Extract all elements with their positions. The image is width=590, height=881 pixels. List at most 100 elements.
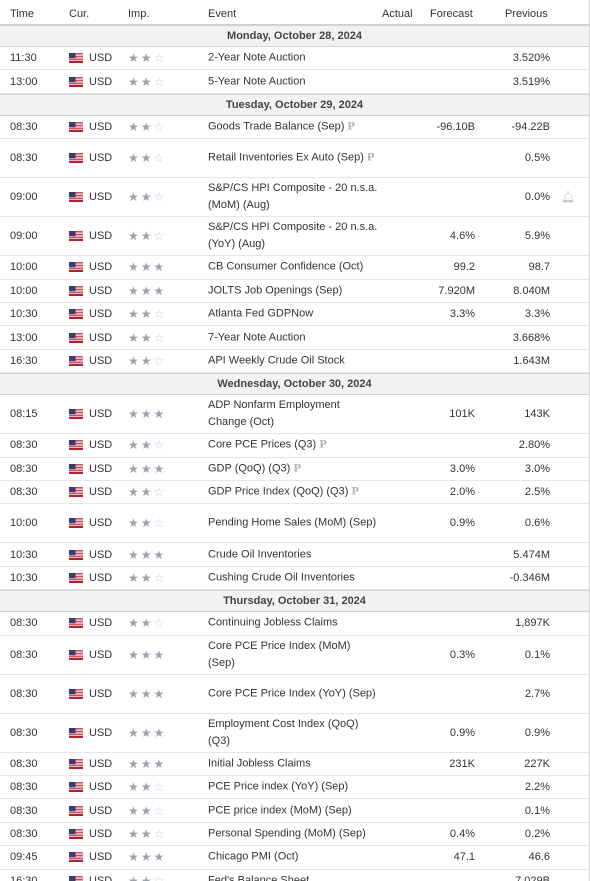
event-name-text[interactable]: 5-Year Note Auction bbox=[208, 75, 306, 88]
event-name-text[interactable]: Retail Inventories Ex Auto (Sep) bbox=[208, 151, 364, 164]
us-flag-icon bbox=[69, 355, 83, 366]
event-name[interactable]: Continuing Jobless Claims bbox=[208, 615, 378, 632]
event-name-text[interactable]: Employment Cost Index (QoQ) (Q3) bbox=[208, 717, 359, 747]
event-name[interactable]: S&P/CS HPI Composite - 20 n.s.a. (MoM) (… bbox=[208, 180, 378, 214]
event-name[interactable]: 7-Year Note Auction bbox=[208, 329, 378, 346]
event-name-text[interactable]: 2-Year Note Auction bbox=[208, 51, 306, 64]
event-row[interactable]: 16:30 USD ★★☆ API Weekly Crude Oil Stock 1.6… bbox=[0, 349, 589, 374]
event-name-text[interactable]: Atlanta Fed GDPNow bbox=[208, 307, 314, 320]
event-row[interactable]: 08:30 USD ★★☆ PCE Price index (YoY) (Sep) 2.… bbox=[0, 776, 589, 800]
event-name[interactable]: Retail Inventories Ex Auto (Sep) P bbox=[208, 150, 378, 167]
event-row[interactable]: 10:30 USD ★★★ Crude Oil Inventories 5.474M bbox=[0, 543, 589, 567]
event-name-text[interactable]: Cushing Crude Oil Inventories bbox=[208, 571, 355, 584]
event-name[interactable]: 5-Year Note Auction bbox=[208, 73, 378, 90]
event-row[interactable]: 09:00 USD ★★☆ S&P/CS HPI Composite - 20 n.s… bbox=[0, 178, 589, 218]
event-name-text[interactable]: Pending Home Sales (MoM) (Sep) bbox=[208, 516, 377, 529]
event-name-text[interactable]: Crude Oil Inventories bbox=[208, 548, 312, 561]
event-name[interactable]: 2-Year Note Auction bbox=[208, 50, 378, 67]
event-name-text[interactable]: GDP (QoQ) (Q3) bbox=[208, 462, 291, 475]
event-name[interactable]: Goods Trade Balance (Sep) P bbox=[208, 118, 378, 135]
event-name-text[interactable]: Initial Jobless Claims bbox=[208, 757, 311, 770]
event-name[interactable]: ADP Nonfarm Employment Change (Oct) bbox=[208, 397, 378, 431]
event-name-text[interactable]: Core PCE Prices (Q3) bbox=[208, 438, 317, 451]
event-name-text[interactable]: 7-Year Note Auction bbox=[208, 331, 306, 344]
importance-star-icon: ★ bbox=[140, 647, 154, 662]
event-name-text[interactable]: PCE Price index (YoY) (Sep) bbox=[208, 780, 349, 793]
event-row[interactable]: 08:30 USD ★★☆ Retail Inventories Ex Auto (S… bbox=[0, 139, 589, 179]
event-name[interactable]: GDP Price Index (QoQ) (Q3) P bbox=[208, 484, 378, 501]
event-row[interactable]: 08:30 USD ★★☆ Core PCE Prices (Q3) P 2.80% bbox=[0, 434, 589, 458]
event-name[interactable]: PCE price index (MoM) (Sep) bbox=[208, 802, 378, 819]
event-row[interactable]: 10:00 USD ★★★ JOLTS Job Openings (Sep) 7.920… bbox=[0, 279, 589, 303]
event-row[interactable]: 11:30 USD ★★☆ 2-Year Note Auction 3.520% bbox=[0, 47, 589, 71]
event-name[interactable]: Core PCE Price Index (MoM) (Sep) bbox=[208, 638, 378, 672]
event-name-text[interactable]: Core PCE Price Index (YoY) (Sep) bbox=[208, 687, 376, 700]
event-name-text[interactable]: GDP Price Index (QoQ) (Q3) bbox=[208, 485, 349, 498]
event-name-text[interactable]: ADP Nonfarm Employment Change (Oct) bbox=[208, 399, 340, 429]
event-name-text[interactable]: PCE price index (MoM) (Sep) bbox=[208, 804, 352, 817]
event-name-text[interactable]: Continuing Jobless Claims bbox=[208, 616, 338, 629]
event-row[interactable]: 08:30 USD ★★☆ Goods Trade Balance (Sep) P -96… bbox=[0, 115, 589, 140]
event-row[interactable]: 10:30 USD ★★☆ Cushing Crude Oil Inventories… bbox=[0, 566, 589, 591]
event-name[interactable]: Employment Cost Index (QoQ) (Q3) bbox=[208, 716, 378, 750]
event-name-text[interactable]: JOLTS Job Openings (Sep) bbox=[208, 284, 343, 297]
header-importance[interactable]: Imp. bbox=[128, 8, 150, 20]
event-name[interactable]: Pending Home Sales (MoM) (Sep) bbox=[208, 515, 378, 532]
event-name[interactable]: Chicago PMI (Oct) bbox=[208, 849, 378, 866]
importance-star-icon: ★ bbox=[128, 407, 141, 422]
event-row[interactable]: 10:00 USD ★★★ CB Consumer Confidence (Oct) 9… bbox=[0, 256, 589, 280]
event-name-text[interactable]: CB Consumer Confidence (Oct) bbox=[208, 260, 364, 273]
event-name[interactable]: S&P/CS HPI Composite - 20 n.s.a. (YoY) (… bbox=[208, 219, 378, 253]
preliminary-marker: P bbox=[347, 121, 355, 133]
bell-alert-icon[interactable]: 🔔︎ bbox=[561, 191, 575, 204]
event-name-text[interactable]: API Weekly Crude Oil Stock bbox=[208, 354, 345, 367]
event-name-text[interactable]: Core PCE Price Index (MoM) (Sep) bbox=[208, 639, 351, 669]
event-currency: USD bbox=[89, 804, 113, 817]
header-previous[interactable]: Previous bbox=[505, 8, 548, 20]
event-name[interactable]: Core PCE Prices (Q3) P bbox=[208, 437, 378, 454]
event-row[interactable]: 08:30 USD ★★★ Employment Cost Index (QoQ) (… bbox=[0, 713, 589, 753]
us-flag-icon bbox=[69, 828, 83, 839]
event-name[interactable]: Core PCE Price Index (YoY) (Sep) bbox=[208, 685, 378, 702]
event-name[interactable]: Cushing Crude Oil Inventories bbox=[208, 569, 378, 586]
event-name[interactable]: API Weekly Crude Oil Stock bbox=[208, 352, 378, 369]
header-time[interactable]: Time bbox=[10, 8, 35, 20]
event-row[interactable]: 08:30 USD ★★★ GDP (QoQ) (Q3) P 3.0% 3.0% bbox=[0, 457, 589, 481]
header-actual[interactable]: Actual bbox=[382, 8, 413, 20]
event-name-text[interactable]: Personal Spending (MoM) (Sep) bbox=[208, 827, 366, 840]
event-name[interactable]: PCE Price index (YoY) (Sep) bbox=[208, 779, 378, 796]
event-name-text[interactable]: Chicago PMI (Oct) bbox=[208, 850, 299, 863]
event-row[interactable]: 08:30 USD ★★☆ GDP Price Index (QoQ) (Q3) P 2.… bbox=[0, 481, 589, 505]
header-event[interactable]: Event bbox=[208, 8, 237, 20]
event-row[interactable]: 08:30 USD ★★☆ Continuing Jobless Claims 1,89… bbox=[0, 612, 589, 636]
event-row[interactable]: 16:30 USD ★★☆ Fed's Balance Sheet 7,029B bbox=[0, 869, 589, 881]
event-name-text[interactable]: S&P/CS HPI Composite - 20 n.s.a. (YoY) (… bbox=[208, 221, 378, 251]
event-name[interactable]: Personal Spending (MoM) (Sep) bbox=[208, 825, 378, 842]
event-name[interactable]: CB Consumer Confidence (Oct) bbox=[208, 259, 378, 276]
event-name-text[interactable]: Goods Trade Balance (Sep) bbox=[208, 120, 345, 133]
event-name[interactable]: Initial Jobless Claims bbox=[208, 755, 378, 772]
header-forecast[interactable]: Forecast bbox=[430, 8, 473, 20]
event-name[interactable]: Atlanta Fed GDPNow bbox=[208, 306, 378, 323]
event-previous: 0.0% bbox=[524, 191, 550, 204]
event-name-text[interactable]: Fed's Balance Sheet bbox=[208, 874, 310, 881]
event-row[interactable]: 10:00 USD ★★☆ Pending Home Sales (MoM) (Sep… bbox=[0, 504, 589, 544]
event-name-text[interactable]: S&P/CS HPI Composite - 20 n.s.a. (MoM) (… bbox=[208, 182, 378, 212]
event-row[interactable]: 08:30 USD ★★☆ PCE price index (MoM) (Sep) 0.… bbox=[0, 799, 589, 823]
importance-star-icon: ★ bbox=[140, 229, 154, 244]
event-row[interactable]: 09:00 USD ★★☆ S&P/CS HPI Composite - 20 n.s… bbox=[0, 217, 589, 257]
event-name[interactable]: JOLTS Job Openings (Sep) bbox=[208, 282, 378, 299]
event-row[interactable]: 09:45 USD ★★★ Chicago PMI (Oct) 47.1 46.6 bbox=[0, 846, 589, 870]
event-row[interactable]: 13:00 USD ★★☆ 7-Year Note Auction 3.668% bbox=[0, 326, 589, 350]
event-row[interactable]: 08:30 USD ★★★ Core PCE Price Index (YoY) (S… bbox=[0, 674, 589, 714]
event-name[interactable]: Fed's Balance Sheet bbox=[208, 872, 378, 881]
event-row[interactable]: 08:30 USD ★★★ Initial Jobless Claims 231K 227… bbox=[0, 752, 589, 776]
event-row[interactable]: 08:15 USD ★★★ ADP Nonfarm Employment Change… bbox=[0, 395, 589, 435]
event-row[interactable]: 10:30 USD ★★☆ Atlanta Fed GDPNow 3.3% 3.3% bbox=[0, 303, 589, 327]
event-name[interactable]: GDP (QoQ) (Q3) P bbox=[208, 460, 378, 477]
event-row[interactable]: 13:00 USD ★★☆ 5-Year Note Auction 3.519% bbox=[0, 70, 589, 94]
event-row[interactable]: 08:30 USD ★★★ Core PCE Price Index (MoM) (S… bbox=[0, 635, 589, 675]
header-currency[interactable]: Cur. bbox=[69, 8, 90, 20]
event-name[interactable]: Crude Oil Inventories bbox=[208, 546, 378, 563]
event-row[interactable]: 08:30 USD ★★☆ Personal Spending (MoM) (Sep)… bbox=[0, 822, 589, 847]
